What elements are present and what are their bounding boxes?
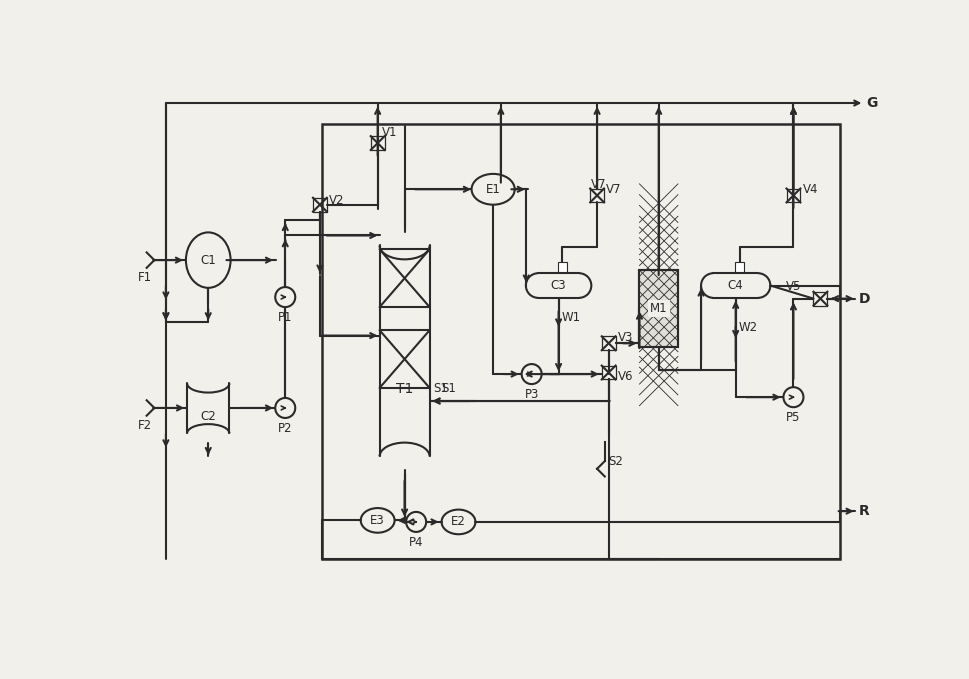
Text: S2: S2 [609,454,623,468]
Ellipse shape [442,510,476,534]
Text: C3: C3 [550,279,567,292]
Text: R: R [859,504,869,518]
Text: V7: V7 [591,178,607,191]
Circle shape [275,287,296,307]
Text: C4: C4 [728,279,743,292]
Bar [735,262,744,272]
Ellipse shape [472,174,515,204]
Text: S1: S1 [433,382,449,395]
Text: V6: V6 [618,370,634,383]
Text: C1: C1 [201,254,216,267]
Text: T1: T1 [396,382,414,397]
Bar [640,270,678,347]
Text: V5: V5 [786,280,801,293]
Text: G: G [866,96,878,110]
Bar [538,273,579,298]
Text: V3: V3 [618,331,634,344]
Text: M1: M1 [650,302,668,315]
Text: V2: V2 [329,194,345,207]
Text: V7: V7 [607,183,622,196]
Text: W1: W1 [562,312,580,325]
Text: F1: F1 [138,271,151,284]
Bar [323,124,840,559]
Text: S1: S1 [441,382,456,395]
Text: E3: E3 [370,514,385,527]
Bar [640,270,678,347]
Bar [558,262,567,272]
Circle shape [784,387,803,407]
Text: P1: P1 [278,311,293,324]
Text: P4: P4 [409,536,423,549]
Text: W2: W2 [738,321,758,334]
Ellipse shape [186,232,231,288]
Text: D: D [859,291,870,306]
Circle shape [521,364,542,384]
Text: V1: V1 [382,126,397,139]
Text: E1: E1 [485,183,501,196]
Text: C2: C2 [201,410,216,423]
Text: P2: P2 [278,422,293,435]
Text: P3: P3 [524,388,539,401]
Text: E2: E2 [451,515,466,528]
Bar [713,273,758,298]
Text: P5: P5 [786,411,800,424]
Circle shape [406,512,426,532]
Ellipse shape [360,508,394,533]
Text: V4: V4 [802,183,818,196]
Text: F2: F2 [138,419,151,432]
Circle shape [275,398,296,418]
